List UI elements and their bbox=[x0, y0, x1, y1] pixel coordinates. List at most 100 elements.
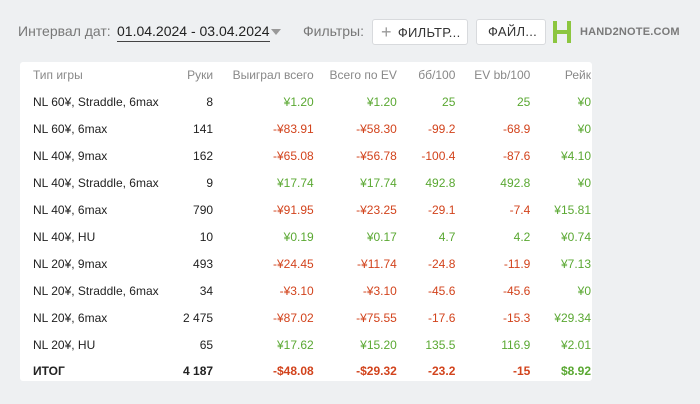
stats-table: Тип игры Руки Выиграл всего Всего по EV … bbox=[20, 62, 592, 383]
filters-label: Фильтры: bbox=[303, 23, 364, 39]
col-header-won-total[interactable]: Выиграл всего bbox=[232, 68, 314, 82]
date-range-picker[interactable]: 01.04.2024 - 03.04.2024 bbox=[117, 23, 270, 42]
hand2note-logo-icon bbox=[553, 21, 571, 43]
cell-rake: ¥4.10 bbox=[560, 148, 591, 163]
logo-text: HAND2NOTE.COM bbox=[580, 26, 680, 38]
cell-hands: 65 bbox=[199, 338, 214, 353]
cell-bb100: 492.8 bbox=[425, 175, 456, 190]
cell-ev-total: -¥58.30 bbox=[356, 121, 397, 136]
cell-hands: 493 bbox=[193, 257, 214, 272]
table-row[interactable]: NL 60¥, Straddle, 6max 8 ¥1.20 ¥1.20 25 25 ¥0 bbox=[20, 88, 592, 115]
cell-rake: ¥2.01 bbox=[560, 338, 591, 353]
cell-hands: 34 bbox=[199, 284, 214, 299]
file-button[interactable]: ФАЙЛ... bbox=[476, 19, 546, 45]
col-header-ev-total[interactable]: Всего по EV bbox=[329, 68, 397, 82]
cell-ev-bb100: -87.6 bbox=[502, 148, 531, 163]
cell-won-total: ¥17.74 bbox=[276, 175, 314, 190]
cell-ev-total: -¥56.78 bbox=[356, 148, 397, 163]
cell-won-total: -¥87.02 bbox=[272, 311, 314, 326]
cell-ev-total: ¥15.20 bbox=[360, 338, 397, 353]
col-header-ev-bb100[interactable]: EV bb/100 bbox=[474, 68, 531, 82]
cell-game-type: NL 40¥, 9max bbox=[33, 148, 108, 163]
cell-won-total: -¥3.10 bbox=[279, 284, 314, 299]
cell-bb100: -45.6 bbox=[428, 284, 456, 299]
table-row[interactable]: NL 60¥, 6max 141 -¥83.91 -¥58.30 -99.2 -68.9 ¥… bbox=[20, 115, 592, 142]
cell-rake: ¥7.13 bbox=[560, 257, 591, 272]
table-row[interactable]: NL 40¥, 6max 790 -¥91.95 -¥23.25 -29.1 -7.4 ¥1… bbox=[20, 196, 592, 223]
cell-ev-bb100: 25 bbox=[516, 94, 531, 109]
col-header-rake[interactable]: Рейк bbox=[564, 68, 591, 82]
cell-ev-total: ¥0.17 bbox=[366, 230, 397, 245]
cell-bb100: -29.1 bbox=[428, 202, 456, 217]
cell-bb100: -17.6 bbox=[428, 311, 456, 326]
cell-bb100: -24.8 bbox=[428, 257, 456, 272]
date-range-label: Интервал дат: bbox=[18, 23, 111, 39]
file-button-label: ФАЙЛ... bbox=[488, 24, 538, 39]
cell-bb100: 25 bbox=[442, 94, 456, 109]
cell-game-type: NL 40¥, HU bbox=[33, 230, 96, 245]
cell-bb100: -99.2 bbox=[428, 121, 456, 136]
cell-rake: ¥15.81 bbox=[554, 202, 591, 217]
cell-rake: ¥0 bbox=[577, 284, 591, 299]
cell-game-type: NL 40¥, Straddle, 6max bbox=[33, 175, 159, 190]
cell-hands: 4 187 bbox=[183, 363, 214, 378]
cell-ev-bb100: -45.6 bbox=[502, 284, 531, 299]
cell-game-type: NL 20¥, HU bbox=[33, 338, 96, 353]
cell-rake: ¥0 bbox=[577, 121, 591, 136]
cell-hands: 790 bbox=[193, 202, 214, 217]
cell-game-type: NL 20¥, 6max bbox=[33, 311, 108, 326]
cell-ev-bb100: -11.9 bbox=[503, 257, 531, 272]
cell-hands: 8 bbox=[206, 94, 214, 109]
table-header-row: Тип игры Руки Выиграл всего Всего по EV … bbox=[20, 62, 592, 88]
chevron-down-icon[interactable] bbox=[271, 29, 281, 35]
cell-ev-bb100: -15 bbox=[512, 363, 531, 378]
cell-ev-total: ¥17.74 bbox=[360, 175, 397, 190]
cell-bb100: -23.2 bbox=[428, 363, 456, 378]
cell-bb100: 4.7 bbox=[438, 230, 456, 245]
cell-ev-total: -¥23.25 bbox=[356, 202, 397, 217]
col-header-game-type[interactable]: Тип игры bbox=[33, 68, 83, 82]
cell-won-total: ¥1.20 bbox=[283, 94, 314, 109]
table-row[interactable]: NL 20¥, 6max 2 475 -¥87.02 -¥75.55 -17.6 -15.… bbox=[20, 305, 592, 332]
cell-game-type: NL 20¥, 9max bbox=[33, 257, 108, 272]
cell-hands: 141 bbox=[193, 121, 214, 136]
col-header-hands[interactable]: Руки bbox=[187, 68, 214, 82]
cell-rake: ¥0 bbox=[577, 94, 591, 109]
cell-won-total: -¥24.45 bbox=[272, 257, 314, 272]
table-row[interactable]: NL 20¥, HU 65 ¥17.62 ¥15.20 135.5 116.9 ¥2.01 bbox=[20, 332, 592, 359]
cell-rake: ¥0.74 bbox=[560, 230, 591, 245]
table-row[interactable]: NL 40¥, Straddle, 6max 9 ¥17.74 ¥17.74 492.8… bbox=[20, 169, 592, 196]
cell-ev-bb100: 492.8 bbox=[500, 175, 531, 190]
cell-won-total: ¥0.19 bbox=[283, 230, 314, 245]
cell-ev-bb100: 116.9 bbox=[501, 338, 531, 353]
cell-ev-bb100: 4.2 bbox=[513, 230, 531, 245]
cell-ev-bb100: -15.3 bbox=[502, 311, 531, 326]
cell-ev-total: -¥75.55 bbox=[356, 311, 397, 326]
table-row[interactable]: NL 20¥, Straddle, 6max 34 -¥3.10 -¥3.10 -45.… bbox=[20, 278, 592, 305]
cell-hands: 9 bbox=[206, 175, 214, 190]
cell-rake: $8.92 bbox=[560, 363, 591, 378]
cell-bb100: 135.5 bbox=[425, 338, 456, 353]
cell-game-type: NL 60¥, Straddle, 6max bbox=[33, 94, 159, 109]
cell-won-total: -¥83.91 bbox=[272, 121, 314, 136]
cell-rake: ¥29.34 bbox=[554, 311, 591, 326]
table-total-row[interactable]: ИТОГ 4 187 -$48.08 -$29.32 -23.2 -15 $8.92 bbox=[20, 359, 592, 383]
table-row[interactable]: NL 20¥, 9max 493 -¥24.45 -¥11.74 -24.8 -11.9 ¥… bbox=[20, 251, 592, 278]
table-row[interactable]: NL 40¥, 9max 162 -¥65.08 -¥56.78 -100.4 -87.6… bbox=[20, 142, 592, 169]
cell-game-type: NL 40¥, 6max bbox=[33, 202, 108, 217]
cell-bb100: -100.4 bbox=[421, 148, 456, 163]
col-header-bb100[interactable]: бб/100 bbox=[418, 68, 456, 82]
cell-hands: 10 bbox=[199, 230, 214, 245]
table-row[interactable]: NL 40¥, HU 10 ¥0.19 ¥0.17 4.7 4.2 ¥0.74 bbox=[20, 223, 592, 250]
cell-ev-bb100: -68.9 bbox=[502, 121, 531, 136]
cell-won-total: -¥65.08 bbox=[272, 148, 314, 163]
cell-hands: 2 475 bbox=[183, 311, 214, 326]
cell-game-type: NL 20¥, Straddle, 6max bbox=[33, 284, 159, 299]
filter-button[interactable]: + ФИЛЬТР... bbox=[372, 19, 468, 45]
filter-button-label: ФИЛЬТР... bbox=[397, 25, 461, 40]
cell-won-total: -¥91.95 bbox=[272, 202, 314, 217]
cell-rake: ¥0 bbox=[577, 175, 591, 190]
cell-ev-total: ¥1.20 bbox=[366, 94, 397, 109]
cell-ev-total: -$29.32 bbox=[356, 363, 397, 378]
cell-hands: 162 bbox=[193, 148, 214, 163]
